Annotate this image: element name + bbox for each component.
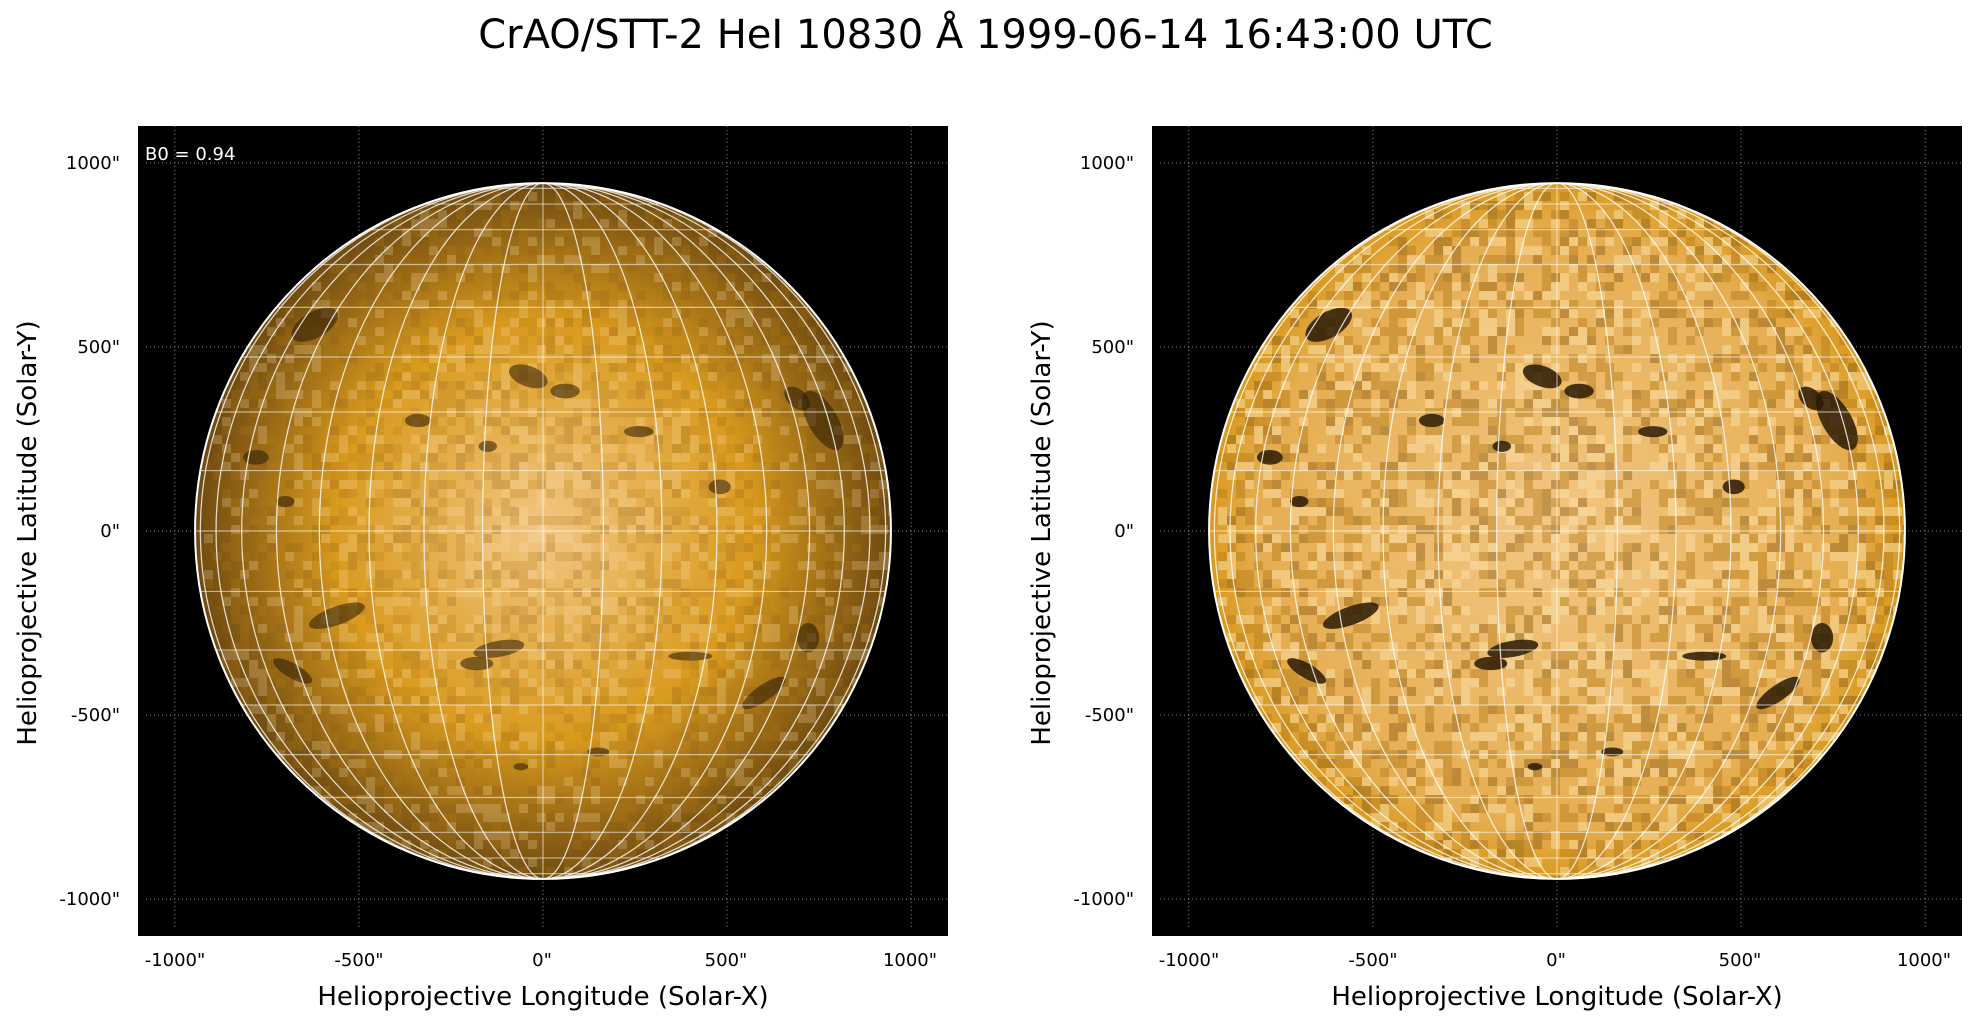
xtick-right-500: 500"	[1718, 950, 1762, 971]
dark-feature	[1811, 623, 1834, 653]
dark-feature	[1322, 602, 1379, 629]
dark-feature	[404, 413, 431, 428]
ytick-left-neg1000: -1000"	[59, 889, 120, 910]
dark-feature	[508, 364, 548, 389]
dark-feature	[273, 658, 313, 684]
dark-feature	[276, 496, 295, 508]
heliographic-grid	[1209, 183, 1905, 879]
solar-limb	[194, 182, 892, 880]
xlabel-right: Helioprojective Longitude (Solar-X)	[1331, 982, 1783, 1012]
dark-feature	[1722, 479, 1745, 495]
ylabel-right: Helioprojective Latitude (Solar-Y)	[1027, 320, 1057, 746]
dark-feature	[1290, 496, 1309, 508]
dark-feature	[1287, 658, 1327, 684]
ytick-left-500: 500"	[77, 337, 120, 358]
dark-feature	[1682, 651, 1727, 661]
ytick-left-1000: 1000"	[65, 153, 120, 174]
solar-image-left: B0 = 0.94	[138, 126, 948, 936]
xtick-right-1000: 1000"	[1896, 950, 1952, 971]
dark-feature	[1756, 676, 1800, 710]
dark-feature	[797, 623, 820, 653]
dark-feature	[308, 602, 365, 629]
ytick-right-1000: 1000"	[1079, 153, 1134, 174]
dark-feature	[460, 656, 494, 671]
solar-disk-plot-right	[1152, 126, 1962, 936]
xtick-left-neg1000: -1000"	[144, 950, 206, 971]
solar-disk-plot-left	[138, 126, 948, 936]
dark-feature	[242, 450, 269, 465]
ytick-right-neg500: -500"	[1084, 705, 1134, 726]
dark-feature	[291, 307, 338, 342]
dark-feature	[1418, 413, 1445, 428]
figure-title: CrAO/STT-2 HeI 10830 Å 1999-06-14 16:43:…	[478, 12, 1493, 58]
dark-feature	[1256, 450, 1283, 465]
dark-feature	[478, 440, 497, 452]
dark-feature	[668, 651, 713, 661]
xlabel-left: Helioprojective Longitude (Solar-X)	[317, 982, 769, 1012]
dark-feature	[1564, 383, 1594, 399]
ytick-right-500: 500"	[1091, 337, 1134, 358]
dark-feature	[1638, 426, 1668, 438]
xtick-right-neg500: -500"	[1348, 950, 1398, 971]
b0-annotation: B0 = 0.94	[145, 144, 236, 165]
xtick-left-500: 500"	[704, 950, 748, 971]
xtick-left-0: 0"	[532, 950, 552, 971]
xtick-left-1000: 1000"	[882, 950, 938, 971]
heliographic-grid	[195, 183, 891, 879]
ytick-right-0: 0"	[1114, 521, 1134, 542]
dark-feature	[708, 479, 731, 495]
xtick-left-neg500: -500"	[334, 950, 384, 971]
dark-feature	[550, 383, 580, 399]
dark-feature	[1474, 656, 1508, 671]
ytick-left-0: 0"	[100, 521, 120, 542]
xtick-right-neg1000: -1000"	[1158, 950, 1220, 971]
xtick-right-0: 0"	[1546, 950, 1566, 971]
dark-feature	[742, 676, 786, 710]
dark-feature	[1522, 364, 1562, 389]
solar-limb	[1208, 182, 1906, 880]
dark-feature	[1527, 762, 1543, 771]
dark-feature	[513, 762, 529, 771]
dark-feature	[624, 426, 654, 438]
dark-feature	[1305, 307, 1352, 342]
dark-feature	[1492, 440, 1511, 452]
ylabel-left: Helioprojective Latitude (Solar-Y)	[13, 320, 43, 746]
ytick-right-neg1000: -1000"	[1073, 889, 1134, 910]
ytick-left-neg500: -500"	[70, 705, 120, 726]
solar-image-right	[1152, 126, 1962, 936]
